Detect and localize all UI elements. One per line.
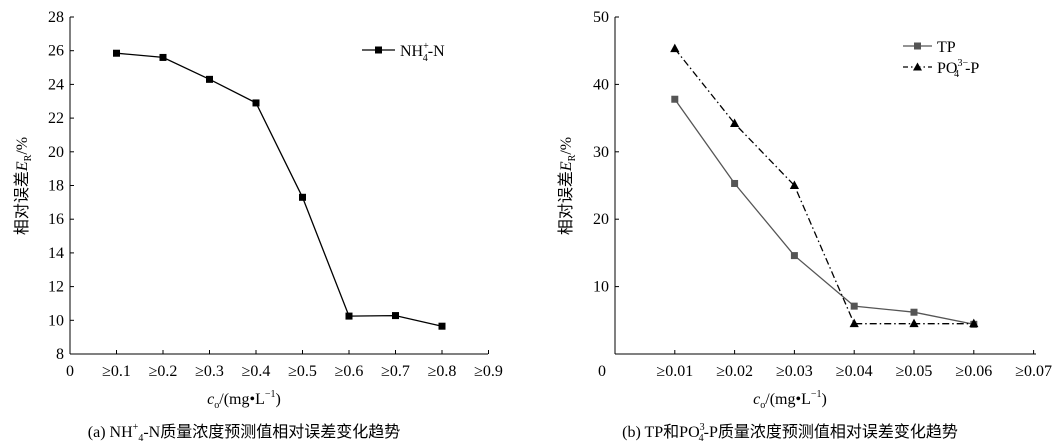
chart-b-x-tick-label: ≥0.07	[1015, 363, 1052, 380]
chart-a-legend-marker	[375, 46, 382, 54]
chart-b-x-tick-label: ≥0.01	[656, 363, 693, 380]
chart-a-point-nh4-n	[159, 53, 167, 61]
chart-a-x-origin-label: 0	[66, 363, 74, 380]
chart-b-series-tp-markers	[671, 95, 978, 328]
chart-b-caption: (b) TP和PO3 4-P质量浓度预测值相对误差变化趋势	[622, 422, 958, 444]
chart-a-point-nh4-n	[438, 322, 446, 330]
chart-b-series-tp-line	[674, 98, 974, 325]
chart-a-y-tick-label: 24	[48, 76, 64, 93]
chart-a-series-nh4n-line	[116, 52, 443, 327]
chart-a-point-nh4-n	[252, 99, 260, 107]
chart-a-y-axis-label: 相对误差ER/%	[13, 137, 34, 235]
chart-b-legend-po4p-marker	[913, 62, 922, 71]
chart-b-x-origin-label: 0	[598, 363, 606, 380]
chart-b-point-po43-p	[789, 180, 799, 189]
chart-b-x-tick-label: ≥0.02	[716, 363, 753, 380]
chart-a-x-tick-label: ≥0.9	[474, 363, 503, 380]
chart-a-series-nh4n-markers	[113, 49, 446, 330]
chart-a-x-tick-label: ≥0.8	[428, 363, 457, 380]
chart-a-y-tick-label: 28	[48, 9, 64, 26]
chart-b-x-tick-label: ≥0.04	[836, 363, 873, 380]
chart-a-x-tick-label: ≥0.1	[102, 363, 131, 380]
chart-b-legend-po4p-label: PO3− 4 -P	[937, 58, 979, 80]
chart-b-legend-item-po4p: PO3− 4 -P	[903, 58, 979, 80]
chart-b-x-axis-label: co/(mg•L−1)	[753, 389, 827, 411]
chart-b-point-tp	[790, 252, 798, 260]
chart-a-caption: (a) NH+4-N质量浓度预测值相对误差变化趋势	[88, 422, 400, 444]
chart-b-point-po43-p	[730, 118, 740, 127]
chart-a-y-ticks: 8 10 12 14 16 18 20 22 24 26 28	[48, 9, 74, 363]
chart-b-legend-tp-label: TP	[937, 39, 956, 56]
chart-a-x-tick-label: ≥0.5	[288, 363, 317, 380]
chart-b-x-tick-label: ≥0.06	[955, 363, 992, 380]
chart-b-y-tick-label: 40	[593, 76, 609, 93]
chart-b-point-po43-p	[849, 318, 859, 328]
chart-b-legend-item-tp: TP	[903, 39, 956, 56]
chart-a-x-tick-label: ≥0.6	[335, 363, 364, 380]
chart-b-point-tp	[910, 308, 918, 316]
chart-b-x-tick-label: ≥0.03	[776, 363, 813, 380]
chart-b-y-tick-label: 30	[593, 144, 609, 161]
chart-a-point-nh4-n	[345, 312, 353, 320]
chart-a-y-tick-label: 26	[48, 43, 64, 60]
chart-b-series-po4p-markers	[670, 43, 979, 328]
chart-a-x-ticks: ≥0.1 ≥0.2 ≥0.3 ≥0.4 ≥0.5 ≥0.6 ≥0.7 ≥0.8 ≥0.9	[102, 350, 503, 380]
chart-a-point-nh4-n	[392, 312, 399, 320]
chart-a-x-tick-label: ≥0.2	[149, 363, 178, 380]
chart-a-x-tick-label: ≥0.4	[242, 363, 271, 380]
chart-b-point-tp	[671, 95, 679, 103]
chart-a-point-nh4-n	[206, 75, 213, 83]
chart-a-point-nh4-n	[299, 193, 306, 201]
chart-b-x-tick-label: ≥0.05	[896, 363, 933, 380]
chart-a-x-tick-label: ≥0.7	[381, 363, 410, 380]
chart-b-y-axis-label: 相对误差ER/%	[557, 137, 578, 235]
chart-b-y-tick-label: 50	[593, 9, 609, 26]
chart-b-y-tick-label: 10	[593, 279, 609, 296]
chart-b-point-po43-p	[909, 318, 919, 328]
chart-b-y-ticks: 10 20 30 40 50	[593, 9, 619, 296]
chart-a-y-tick-label: 10	[48, 312, 64, 329]
chart-b-point-po43-p	[969, 318, 979, 328]
chart-a-y-tick-label: 12	[48, 279, 64, 296]
chart-b-point-tp	[731, 179, 739, 187]
chart-a-x-tick-label: ≥0.3	[195, 363, 224, 380]
chart-a-y-tick-label: 22	[48, 110, 64, 127]
chart-b-legend-tp-marker	[914, 42, 921, 50]
chart-b-point-tp	[850, 302, 858, 310]
chart-a-y-tick-label: 18	[48, 178, 64, 195]
chart-b-point-po43-p	[670, 43, 680, 53]
chart-a-y-tick-label: 16	[48, 211, 64, 228]
chart-a-point-nh4-n	[113, 49, 120, 57]
chart-b-y-tick-label: 20	[593, 211, 609, 228]
chart-a-legend: NH+ 4-N	[362, 41, 445, 64]
chart-b-series-po4p-line	[674, 48, 974, 325]
chart-b-x-ticks: ≥0.01 ≥0.02 ≥0.03 ≥0.04 ≥0.05 ≥0.06 ≥0.07	[656, 350, 1052, 380]
chart-a-y-tick-label: 8	[56, 346, 64, 363]
chart-a-legend-label: NH+ 4-N	[400, 41, 445, 64]
chart-b-legend: TP PO3− 4 -P	[903, 39, 979, 80]
chart-a-y-tick-label: 14	[48, 245, 64, 262]
chart-a-y-tick-label: 20	[48, 144, 64, 161]
chart-a-x-axis-label: co/(mg•L−1)	[207, 389, 281, 411]
